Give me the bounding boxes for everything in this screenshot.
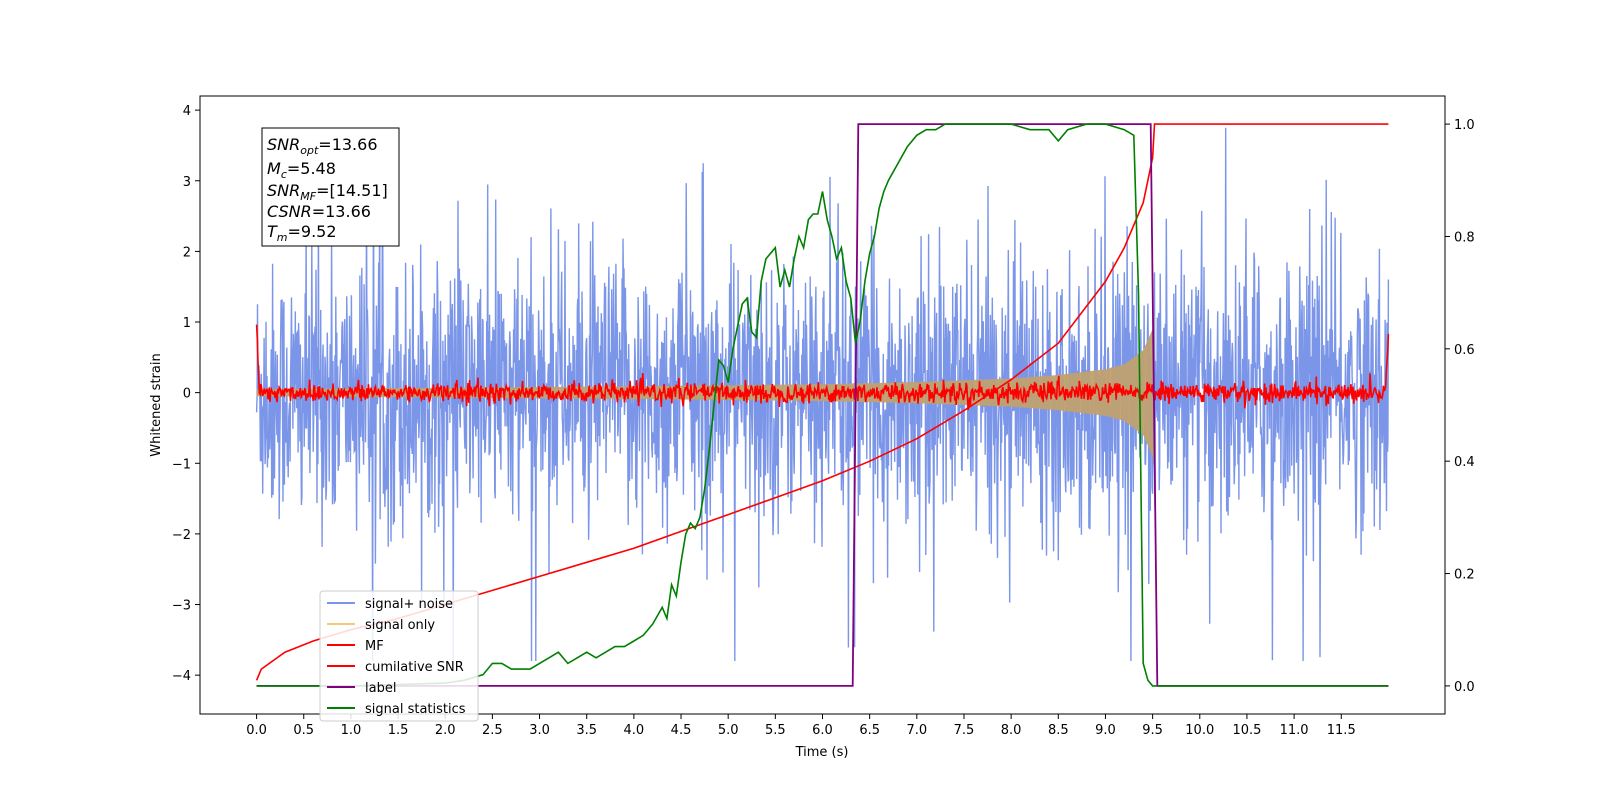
- y-tick-label: 0: [183, 387, 191, 402]
- x-tick-label: 1.5: [388, 723, 409, 738]
- x-tick-label: 9.5: [1142, 723, 1163, 738]
- x-tick-label: 8.0: [1001, 723, 1022, 738]
- x-tick-label: 10.5: [1232, 723, 1261, 738]
- y-tick-label: −2: [172, 528, 191, 543]
- x-tick-label: 4.0: [624, 723, 645, 738]
- legend-label: MF: [365, 639, 384, 654]
- y2-tick-label: 0.8: [1454, 230, 1475, 245]
- x-axis-label: Time (s): [795, 745, 849, 760]
- y-axis-label: Whitened strain: [149, 353, 164, 456]
- x-tick-label: 5.5: [765, 723, 786, 738]
- y2-tick-label: 0.4: [1454, 455, 1475, 470]
- annotation-line-5: Tm=9.52: [267, 222, 337, 244]
- y2-tick-label: 0.2: [1454, 568, 1475, 583]
- x-tick-label: 7.0: [906, 723, 927, 738]
- snr-annotation-box: SNRopt=13.66 Mc=5.48 SNRMF=[14.51] CSNR=…: [261, 127, 400, 247]
- legend-label: label: [365, 681, 396, 696]
- series-signal-statistics: [256, 123, 1389, 687]
- x-tick-label: 4.5: [671, 723, 692, 738]
- x-tick-label: 3.5: [576, 723, 597, 738]
- annotation-line-4: CSNR=13.66: [267, 202, 371, 221]
- x-tick-label: 10.0: [1185, 723, 1214, 738]
- x-tick-label: 9.0: [1095, 723, 1116, 738]
- x-tick-label: 0.5: [293, 723, 314, 738]
- y-tick-label: −3: [172, 599, 191, 614]
- y-tick-label: 1: [183, 316, 191, 331]
- y-tick-label: 4: [183, 104, 191, 119]
- y-axis-left: −4 −3 −2 −1 0 1 2 3 4: [172, 104, 200, 684]
- x-tick-label: 0.0: [246, 723, 267, 738]
- x-tick-label: 11.5: [1327, 723, 1356, 738]
- x-tick-label: 3.0: [529, 723, 550, 738]
- x-tick-label: 6.5: [859, 723, 880, 738]
- legend-label: signal only: [365, 618, 435, 633]
- series-mf: [255, 324, 1390, 410]
- y-tick-label: 2: [183, 245, 191, 260]
- legend-frame: [319, 590, 479, 722]
- x-tick-label: 8.5: [1048, 723, 1069, 738]
- y2-tick-label: 1.0: [1454, 118, 1475, 133]
- legend-label: signal statistics: [365, 702, 466, 717]
- x-tick-label: 2.0: [435, 723, 456, 738]
- x-tick-label: 5.0: [718, 723, 739, 738]
- x-axis: 0.0 0.5 1.0 1.5 2.0 2.5 3.0 3.5 4.0 4.5 5.0 5.5 6.0 6…: [246, 714, 1356, 738]
- y-axis-right: 0.0 0.2 0.4 0.6 0.8 1.0: [1445, 118, 1475, 695]
- y2-tick-label: 0.6: [1454, 343, 1475, 358]
- annotation-line-1: SNRopt=13.66: [267, 135, 378, 157]
- y-tick-label: −4: [172, 669, 191, 684]
- x-tick-label: 6.0: [812, 723, 833, 738]
- x-tick-label: 7.5: [954, 723, 975, 738]
- x-tick-label: 1.0: [341, 723, 362, 738]
- y-tick-label: −1: [172, 457, 191, 472]
- annotation-line-3: SNRMF=[14.51]: [267, 181, 388, 203]
- x-tick-label: 2.5: [482, 723, 503, 738]
- legend: signal+ noise signal only MF cumilative SNR…: [319, 590, 479, 722]
- annotation-line-2: Mc=5.48: [267, 159, 336, 181]
- y-tick-label: 3: [183, 175, 191, 190]
- legend-label: signal+ noise: [365, 597, 453, 612]
- y2-tick-label: 0.0: [1454, 680, 1475, 695]
- series-signal-noise: [255, 127, 1390, 662]
- x-tick-label: 11.0: [1280, 723, 1309, 738]
- legend-label: cumilative SNR: [365, 660, 464, 675]
